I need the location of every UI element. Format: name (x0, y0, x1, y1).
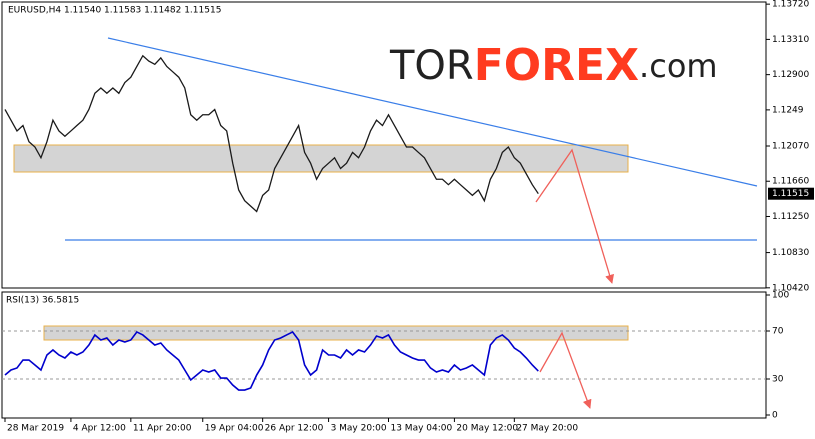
x-tick-label: 26 Apr 12:00 (265, 424, 324, 434)
y-tick-label: 1.1249 (772, 105, 804, 115)
y-tick-label: 1.12070 (772, 141, 809, 151)
x-tick-label: 13 May 04:00 (390, 424, 452, 434)
y-tick-label: 0 (772, 411, 778, 421)
x-tick-label: 4 Apr 12:00 (73, 424, 126, 434)
y-tick-label: 1.13310 (772, 35, 809, 45)
trend-line (107, 37, 758, 187)
x-tick-label: 19 Apr 04:00 (205, 424, 264, 434)
resistance-zone (13, 144, 629, 173)
price-title: EURUSD,H4 1.11540 1.11583 1.11482 1.1151… (8, 6, 221, 16)
logo-part: .com (639, 47, 718, 85)
y-tick-label: 1.10830 (772, 248, 809, 258)
logo-part: TOR (389, 43, 474, 89)
logo: TORFOREX.com (389, 40, 718, 91)
price-label: 1.11515 (772, 189, 809, 199)
forecast-arrow (535, 148, 614, 284)
rsi-forecast-arrow (539, 331, 592, 409)
rsi-title: RSI(13) 36.5815 (6, 296, 79, 306)
series-line (4, 54, 539, 213)
y-tick-label: 30 (772, 375, 784, 385)
x-tick-label: 27 May 20:00 (516, 424, 578, 434)
y-tick-label: 1.11250 (772, 212, 809, 222)
y-tick-label: 1.13720 (772, 0, 809, 10)
x-tick-label: 20 May 12:00 (456, 424, 518, 434)
price-label-box (768, 187, 814, 200)
rsi-frame (1, 291, 767, 419)
y-tick-label: 1.10420 (772, 283, 809, 293)
y-tick-label: 1.12900 (772, 70, 809, 80)
y-tick-label: 70 (772, 327, 784, 337)
x-tick-label: 11 Apr 20:00 (133, 424, 192, 434)
series-line (4, 330, 539, 391)
y-tick-label: 100 (772, 291, 789, 301)
logo-part: FOREX (474, 40, 639, 91)
rsi-zone (43, 325, 629, 341)
x-tick-label: 3 May 20:00 (331, 424, 387, 434)
x-tick-label: 28 Mar 2019 (7, 424, 64, 434)
y-tick-label: 1.11660 (772, 177, 809, 187)
price-frame (1, 1, 767, 289)
